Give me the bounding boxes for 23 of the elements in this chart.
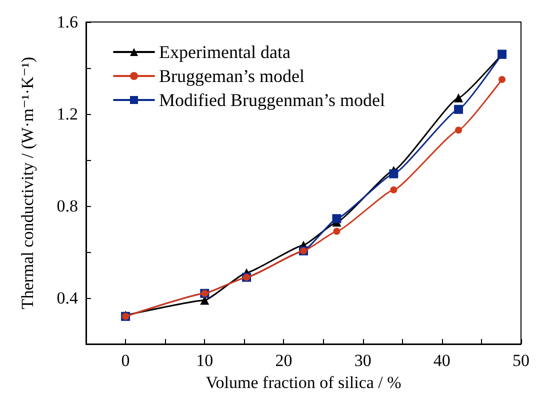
x-tick-label: 50 (512, 351, 530, 370)
y-tick-label: 1.6 (56, 12, 78, 32)
point (390, 186, 398, 194)
point (454, 104, 464, 114)
legend-label: Experimental data (159, 42, 290, 62)
legend-label: Bruggeman’s model (159, 66, 304, 86)
x-tick-label: 10 (196, 351, 214, 370)
point (332, 214, 342, 224)
x-tick-label: 0 (121, 351, 130, 370)
y-axis-title: Thermal conductivity / (W·m⁻¹·K⁻¹) (18, 56, 37, 310)
x-tick-label: 40 (433, 351, 450, 370)
legend-label: Modified Bruggenman’s model (159, 90, 385, 110)
x-axis-title: Volume fraction of silica / % (206, 372, 402, 392)
x-tick-label: 30 (354, 351, 372, 370)
y-tick-label: 0.8 (56, 196, 78, 216)
point (389, 169, 398, 178)
y-tick-label: 0.4 (56, 288, 78, 308)
point (333, 228, 340, 235)
x-tick-label: 20 (275, 351, 292, 370)
point (455, 126, 462, 134)
point (498, 76, 506, 83)
point (454, 93, 464, 102)
y-tick-label: 1.2 (56, 104, 78, 124)
